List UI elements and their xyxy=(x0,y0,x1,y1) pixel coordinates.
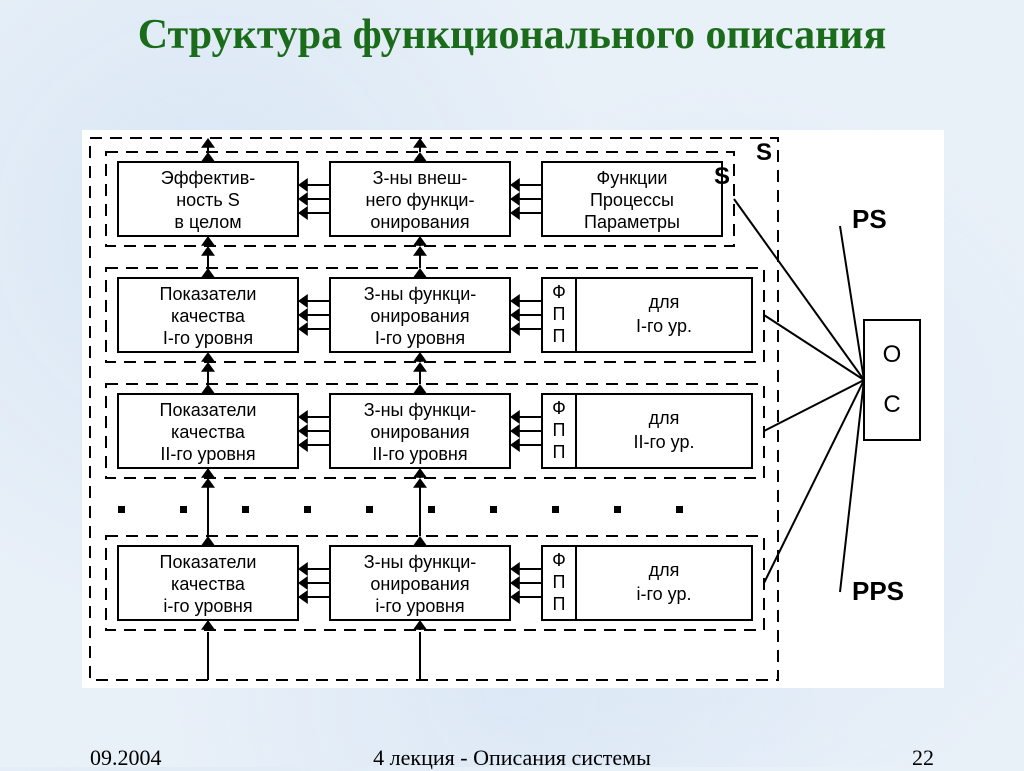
svg-text:i-го уровня: i-го уровня xyxy=(163,596,252,616)
svg-text:З-ны внеш-: З-ны внеш- xyxy=(373,168,468,188)
svg-text:i-го уровня: i-го уровня xyxy=(375,596,464,616)
svg-text:II-го ур.: II-го ур. xyxy=(634,432,695,452)
svg-text:него функци-: него функци- xyxy=(366,190,475,210)
svg-text:I-го уровня: I-го уровня xyxy=(163,328,253,348)
svg-text:Ф: Ф xyxy=(552,398,566,418)
svg-text:онирования: онирования xyxy=(370,422,469,442)
footer-lecture: 4 лекция - Описания системы xyxy=(0,745,1024,771)
svg-text:Процессы: Процессы xyxy=(590,190,674,210)
diagram-container: Эффектив-ность Sв целом З-ны внеш-него фу… xyxy=(82,130,944,688)
svg-text:П: П xyxy=(553,572,566,592)
svg-text:З-ны функци-: З-ны функци- xyxy=(364,552,477,572)
svg-text:I-го ур.: I-го ур. xyxy=(636,316,692,336)
svg-text:онирования: онирования xyxy=(370,306,469,326)
svg-text:Показатели: Показатели xyxy=(160,284,257,304)
svg-text:Показатели: Показатели xyxy=(160,552,257,572)
svg-text:S: S xyxy=(756,139,772,166)
svg-text:онирования: онирования xyxy=(370,574,469,594)
diagram-svg: Эффектив-ность Sв целом З-ны внеш-него фу… xyxy=(82,130,944,688)
svg-text:З-ны функци-: З-ны функци- xyxy=(364,284,477,304)
svg-text:I-го уровня: I-го уровня xyxy=(375,328,465,348)
svg-text:в целом: в целом xyxy=(174,212,241,232)
svg-text:качества: качества xyxy=(171,422,246,442)
svg-text:онирования: онирования xyxy=(370,212,469,232)
svg-text:II-го уровня: II-го уровня xyxy=(160,444,255,464)
svg-text:i-го ур.: i-го ур. xyxy=(637,584,692,604)
svg-text:для: для xyxy=(649,408,680,428)
svg-text:Показатели: Показатели xyxy=(160,400,257,420)
svg-text:Ф: Ф xyxy=(552,282,566,302)
svg-text:PPS: PPS xyxy=(852,576,904,606)
svg-text:П: П xyxy=(553,594,566,614)
svg-text:для: для xyxy=(649,292,680,312)
svg-text:П: П xyxy=(553,304,566,324)
svg-text:ность S: ность S xyxy=(176,190,240,210)
svg-text:Эффектив-: Эффектив- xyxy=(161,168,256,188)
svg-text:для: для xyxy=(649,560,680,580)
svg-text:качества: качества xyxy=(171,306,246,326)
svg-text:Параметры: Параметры xyxy=(584,212,680,232)
svg-text:П: П xyxy=(553,420,566,440)
svg-text:S: S xyxy=(714,163,730,190)
svg-text:качества: качества xyxy=(171,574,246,594)
svg-text:П: П xyxy=(553,326,566,346)
slide-title: Структура функционального описания xyxy=(0,0,1024,58)
svg-text:С: С xyxy=(883,391,900,418)
svg-text:Ф: Ф xyxy=(552,550,566,570)
svg-text:PS: PS xyxy=(852,204,887,234)
footer-page: 22 xyxy=(912,745,934,771)
svg-text:II-го уровня: II-го уровня xyxy=(372,444,467,464)
svg-text:Функции: Функции xyxy=(597,168,668,188)
svg-text:П: П xyxy=(553,442,566,462)
svg-text:О: О xyxy=(883,341,902,368)
svg-text:З-ны функци-: З-ны функци- xyxy=(364,400,477,420)
